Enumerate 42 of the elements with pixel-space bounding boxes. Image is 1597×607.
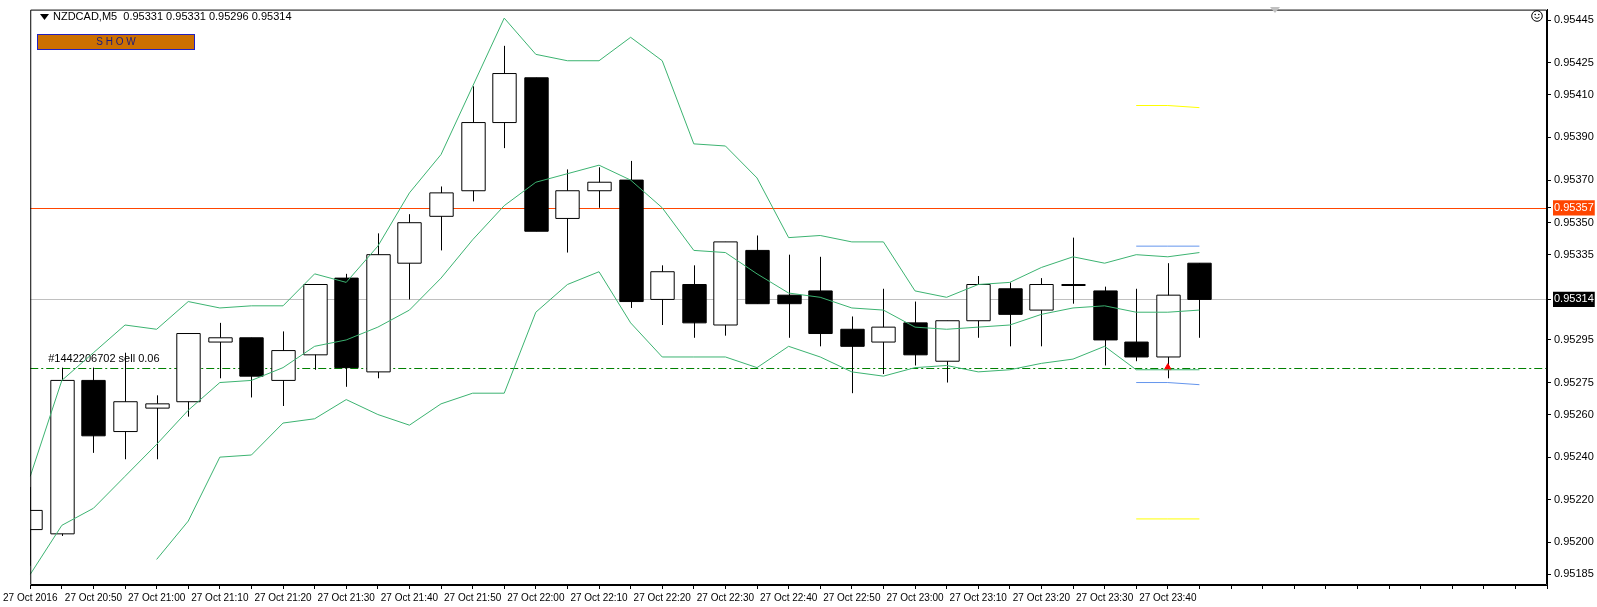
x-tick-label: 27 Oct 23:10	[949, 591, 1008, 603]
y-tick-label: 0.95350	[1554, 215, 1594, 228]
y-tick-label: 0.95357	[1554, 200, 1594, 213]
y-tick-label: 0.95425	[1554, 55, 1594, 68]
y-tick-label: 0.95410	[1554, 87, 1594, 100]
x-tick-label: 27 Oct 21:00	[128, 591, 186, 603]
y-tick-label: 0.95335	[1554, 247, 1594, 260]
x-tick-label: 27 Oct 23:30	[1075, 591, 1134, 603]
candlestick	[208, 322, 233, 379]
candlestick	[145, 394, 170, 460]
y-tick-label: 0.95445	[1554, 13, 1594, 26]
x-tick-label: 27 Oct 23:20	[1012, 591, 1071, 603]
show-button: S H O W	[37, 34, 195, 50]
y-tick-label: 0.95370	[1554, 173, 1594, 186]
x-tick-label: 27 Oct 21:20	[254, 591, 313, 603]
x-tick-label: 27 Oct 22:30	[696, 591, 755, 603]
x-tick-label: 27 Oct 22:20	[633, 591, 692, 603]
y-tick-label: 0.95275	[1554, 375, 1594, 388]
candlestick	[429, 185, 454, 251]
y-tick-label: 0.95390	[1554, 130, 1594, 143]
candlestick	[1061, 237, 1086, 305]
y-tick-label: 0.95200	[1554, 535, 1594, 548]
y-tick-label: 0.95260	[1554, 407, 1594, 420]
x-tick-label: 27 Oct 21:10	[191, 591, 249, 603]
x-tick-label: 27 Oct 22:50	[823, 591, 881, 603]
x-tick-label: 27 Oct 21:40	[380, 591, 439, 603]
x-tick-label: 27 Oct 20:50	[64, 591, 123, 603]
x-tick-label: 27 Oct 21:30	[317, 591, 376, 603]
x-tick-label: 27 Oct 23:00	[886, 591, 945, 603]
y-tick-label: 0.95220	[1554, 492, 1594, 505]
x-tick-label: 27 Oct 22:00	[507, 591, 565, 603]
x-tick-label: 27 Oct 22:10	[570, 591, 629, 603]
y-tick-label: 0.95240	[1554, 450, 1594, 463]
y-tick-label: 0.95314	[1554, 292, 1594, 305]
y-tick-label: 0.95295	[1554, 332, 1594, 345]
x-tick-label: 27 Oct 21:50	[444, 591, 502, 603]
y-tick-label: 0.95185	[1554, 567, 1594, 580]
candlestick	[840, 315, 865, 394]
x-tick-label: 27 Oct 22:40	[759, 591, 818, 603]
chart-title: NZDCAD,M5 0.95331 0.95331 0.95296 0.95314	[53, 10, 292, 22]
x-tick-label: 27 Oct 2016	[3, 591, 58, 603]
x-tick-label: 27 Oct 23:40	[1139, 591, 1197, 603]
